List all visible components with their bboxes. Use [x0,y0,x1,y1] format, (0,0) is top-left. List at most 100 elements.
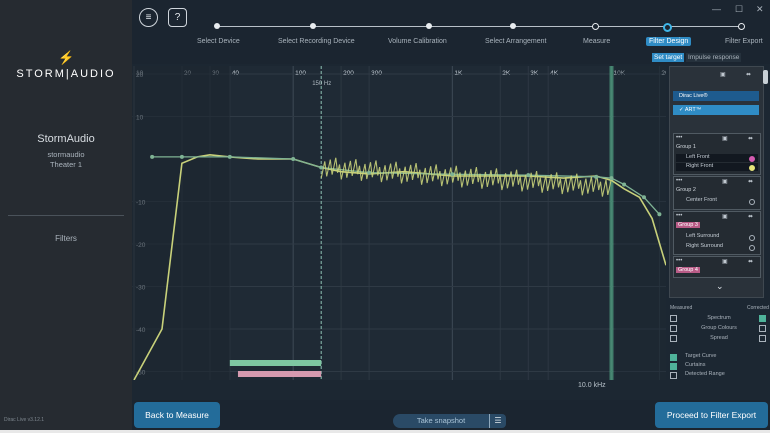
chart-svg[interactable]: 102030401002003001K2K3K4K10K20K2010-10-2… [132,66,666,380]
channel-label: Left Front [686,154,710,160]
channel-label: Right Front [686,163,714,169]
target-control-point [641,195,646,200]
minimize-icon[interactable]: — [712,4,721,14]
device-name: StormAudio [37,133,95,145]
step-measure[interactable]: Measure [583,38,611,45]
target-control-point [526,173,531,178]
step-select-recording-device[interactable]: Select Recording Device [278,38,355,45]
group-4-more-icon[interactable]: ••• [676,258,683,264]
step-volume-calibration[interactable]: Volume Calibration [388,38,447,45]
close-icon[interactable]: ✕ [756,4,764,14]
dirac-live-option[interactable]: Dirac Live® [673,91,759,101]
take-snapshot-button[interactable]: Take snapshot [393,414,489,428]
spread-measured-checkbox[interactable] [670,335,677,342]
channel-right-front[interactable]: Right Front [676,163,758,171]
logo-bolt-icon: ⚡ [58,50,75,65]
step-dot-filter-design[interactable] [663,23,672,32]
group-colours-label: Group Colours [701,325,737,331]
group-4-label: Group 4 [676,267,700,273]
maximize-icon[interactable]: ☐ [735,4,744,14]
progress-line [218,26,742,27]
channel-panel: ▣ ⬌ Dirac Live® ✓ ART™ ••• ▣ ⬌ Group 1 L… [669,66,764,298]
art-option[interactable]: ✓ ART™ [673,105,759,115]
proceed-to-filter-export-button[interactable]: Proceed to Filter Export [655,402,768,428]
help-button[interactable]: ? [168,8,187,27]
group-1-label: Group 1 [676,144,696,150]
device-host: stormaudio [47,150,85,159]
step-filter-design[interactable]: Filter Design [646,37,692,46]
panel-scrollbar[interactable] [763,70,768,84]
group-4-edit-icon[interactable]: ▣ [722,259,728,265]
group-3-card[interactable]: ••• ▣ ⬌ Group 3 Left Surround Right Surr… [673,211,761,255]
target-control-point [291,157,296,161]
channel-label: Center Front [686,197,717,203]
snapshot-list-icon[interactable]: ☰ [489,414,506,428]
channel-center-front[interactable]: Center Front [676,197,758,205]
step-filter-export[interactable]: Filter Export [725,38,763,45]
device-theater: Theater 1 [49,160,83,169]
target-control-point [609,176,614,181]
group-2-card[interactable]: ••• ▣ ⬌ Group 2 Center Front [673,176,761,210]
target-control-point [367,170,372,175]
menu-button[interactable]: ≡ [139,8,158,27]
group-colours-measured-checkbox[interactable] [670,325,677,332]
spectrum-label: Spectrum [707,315,731,321]
channel-right-surround[interactable]: Right Surround [676,243,758,251]
sidebar-item-filters[interactable]: Filters [55,234,77,243]
group-1-card[interactable]: ••• ▣ ⬌ Group 1 Left Front Right Front [673,133,761,175]
group-3-arrow-icon[interactable]: ⬌ [748,214,754,220]
target-control-point [319,165,324,170]
measurement-options: Measured Corrected Spectrum Group Colour… [669,305,769,349]
step-dot-select-recording[interactable] [310,23,316,29]
curtains-checkbox[interactable] [670,363,677,370]
frequency-response-chart[interactable]: 102030401002003001K2K3K4K10K20K2010-10-2… [132,66,666,380]
group-edit-icon[interactable]: ▣ [720,72,726,78]
tab-impulse-response[interactable]: Impulse response [686,53,742,62]
group-2-more-icon[interactable]: ••• [676,178,683,184]
target-control-point [450,172,455,177]
group-4-card[interactable]: ••• ▣ ⬌ Group 4 [673,256,761,278]
bottom-strip [0,430,770,433]
step-dot-filter-export[interactable] [738,23,745,30]
group-arrow-icon[interactable]: ⬌ [746,72,752,78]
spread-corrected-checkbox[interactable] [759,335,766,342]
step-dot-measure[interactable] [592,23,599,30]
spread-label: Spread [710,335,728,341]
range-bar [229,360,322,366]
group-2-label: Group 2 [676,187,696,193]
high-curtain [615,66,666,380]
detected-range-label: Detected Range [685,371,725,377]
target-control-point [594,174,599,179]
group-1-edit-icon[interactable]: ▣ [722,136,728,142]
back-to-measure-button[interactable]: Back to Measure [134,402,220,428]
step-select-device[interactable]: Select Device [197,38,240,45]
chevron-down-icon[interactable]: ⌄ [716,281,724,291]
corrected-header: Corrected [747,305,769,311]
channel-left-front[interactable]: Left Front [676,154,758,162]
group-1-arrow-icon[interactable]: ⬌ [748,136,754,142]
channel-color-indicator [749,235,755,241]
group-2-arrow-icon[interactable]: ⬌ [748,179,754,185]
channel-label: Right Surround [686,243,723,249]
group-4-arrow-icon[interactable]: ⬌ [748,259,754,265]
channel-label: Left Surround [686,233,720,239]
target-control-point [657,212,662,217]
step-dot-select-device[interactable] [214,23,220,29]
spectrum-corrected-checkbox[interactable] [759,315,766,322]
step-select-arrangement[interactable]: Select Arrangement [485,38,547,45]
group-3-label: Group 3 [676,222,700,228]
group-3-edit-icon[interactable]: ▣ [722,214,728,220]
target-curve-checkbox[interactable] [670,354,677,361]
group-3-more-icon[interactable]: ••• [676,213,683,219]
device-sidebar: ⚡ STORM|AUDIO StormAudio stormaudio Thea… [0,0,132,433]
group-colours-corrected-checkbox[interactable] [759,325,766,332]
group-2-edit-icon[interactable]: ▣ [722,179,728,185]
tab-set-target[interactable]: Set target [652,53,685,62]
group-1-more-icon[interactable]: ••• [676,135,683,141]
target-control-point [227,154,232,159]
step-dot-select-arrangement[interactable] [510,23,516,29]
step-dot-volume-calibration[interactable] [426,23,432,29]
detected-range-checkbox[interactable] [670,372,677,379]
spectrum-measured-checkbox[interactable] [670,315,677,322]
channel-left-surround[interactable]: Left Surround [676,233,758,241]
